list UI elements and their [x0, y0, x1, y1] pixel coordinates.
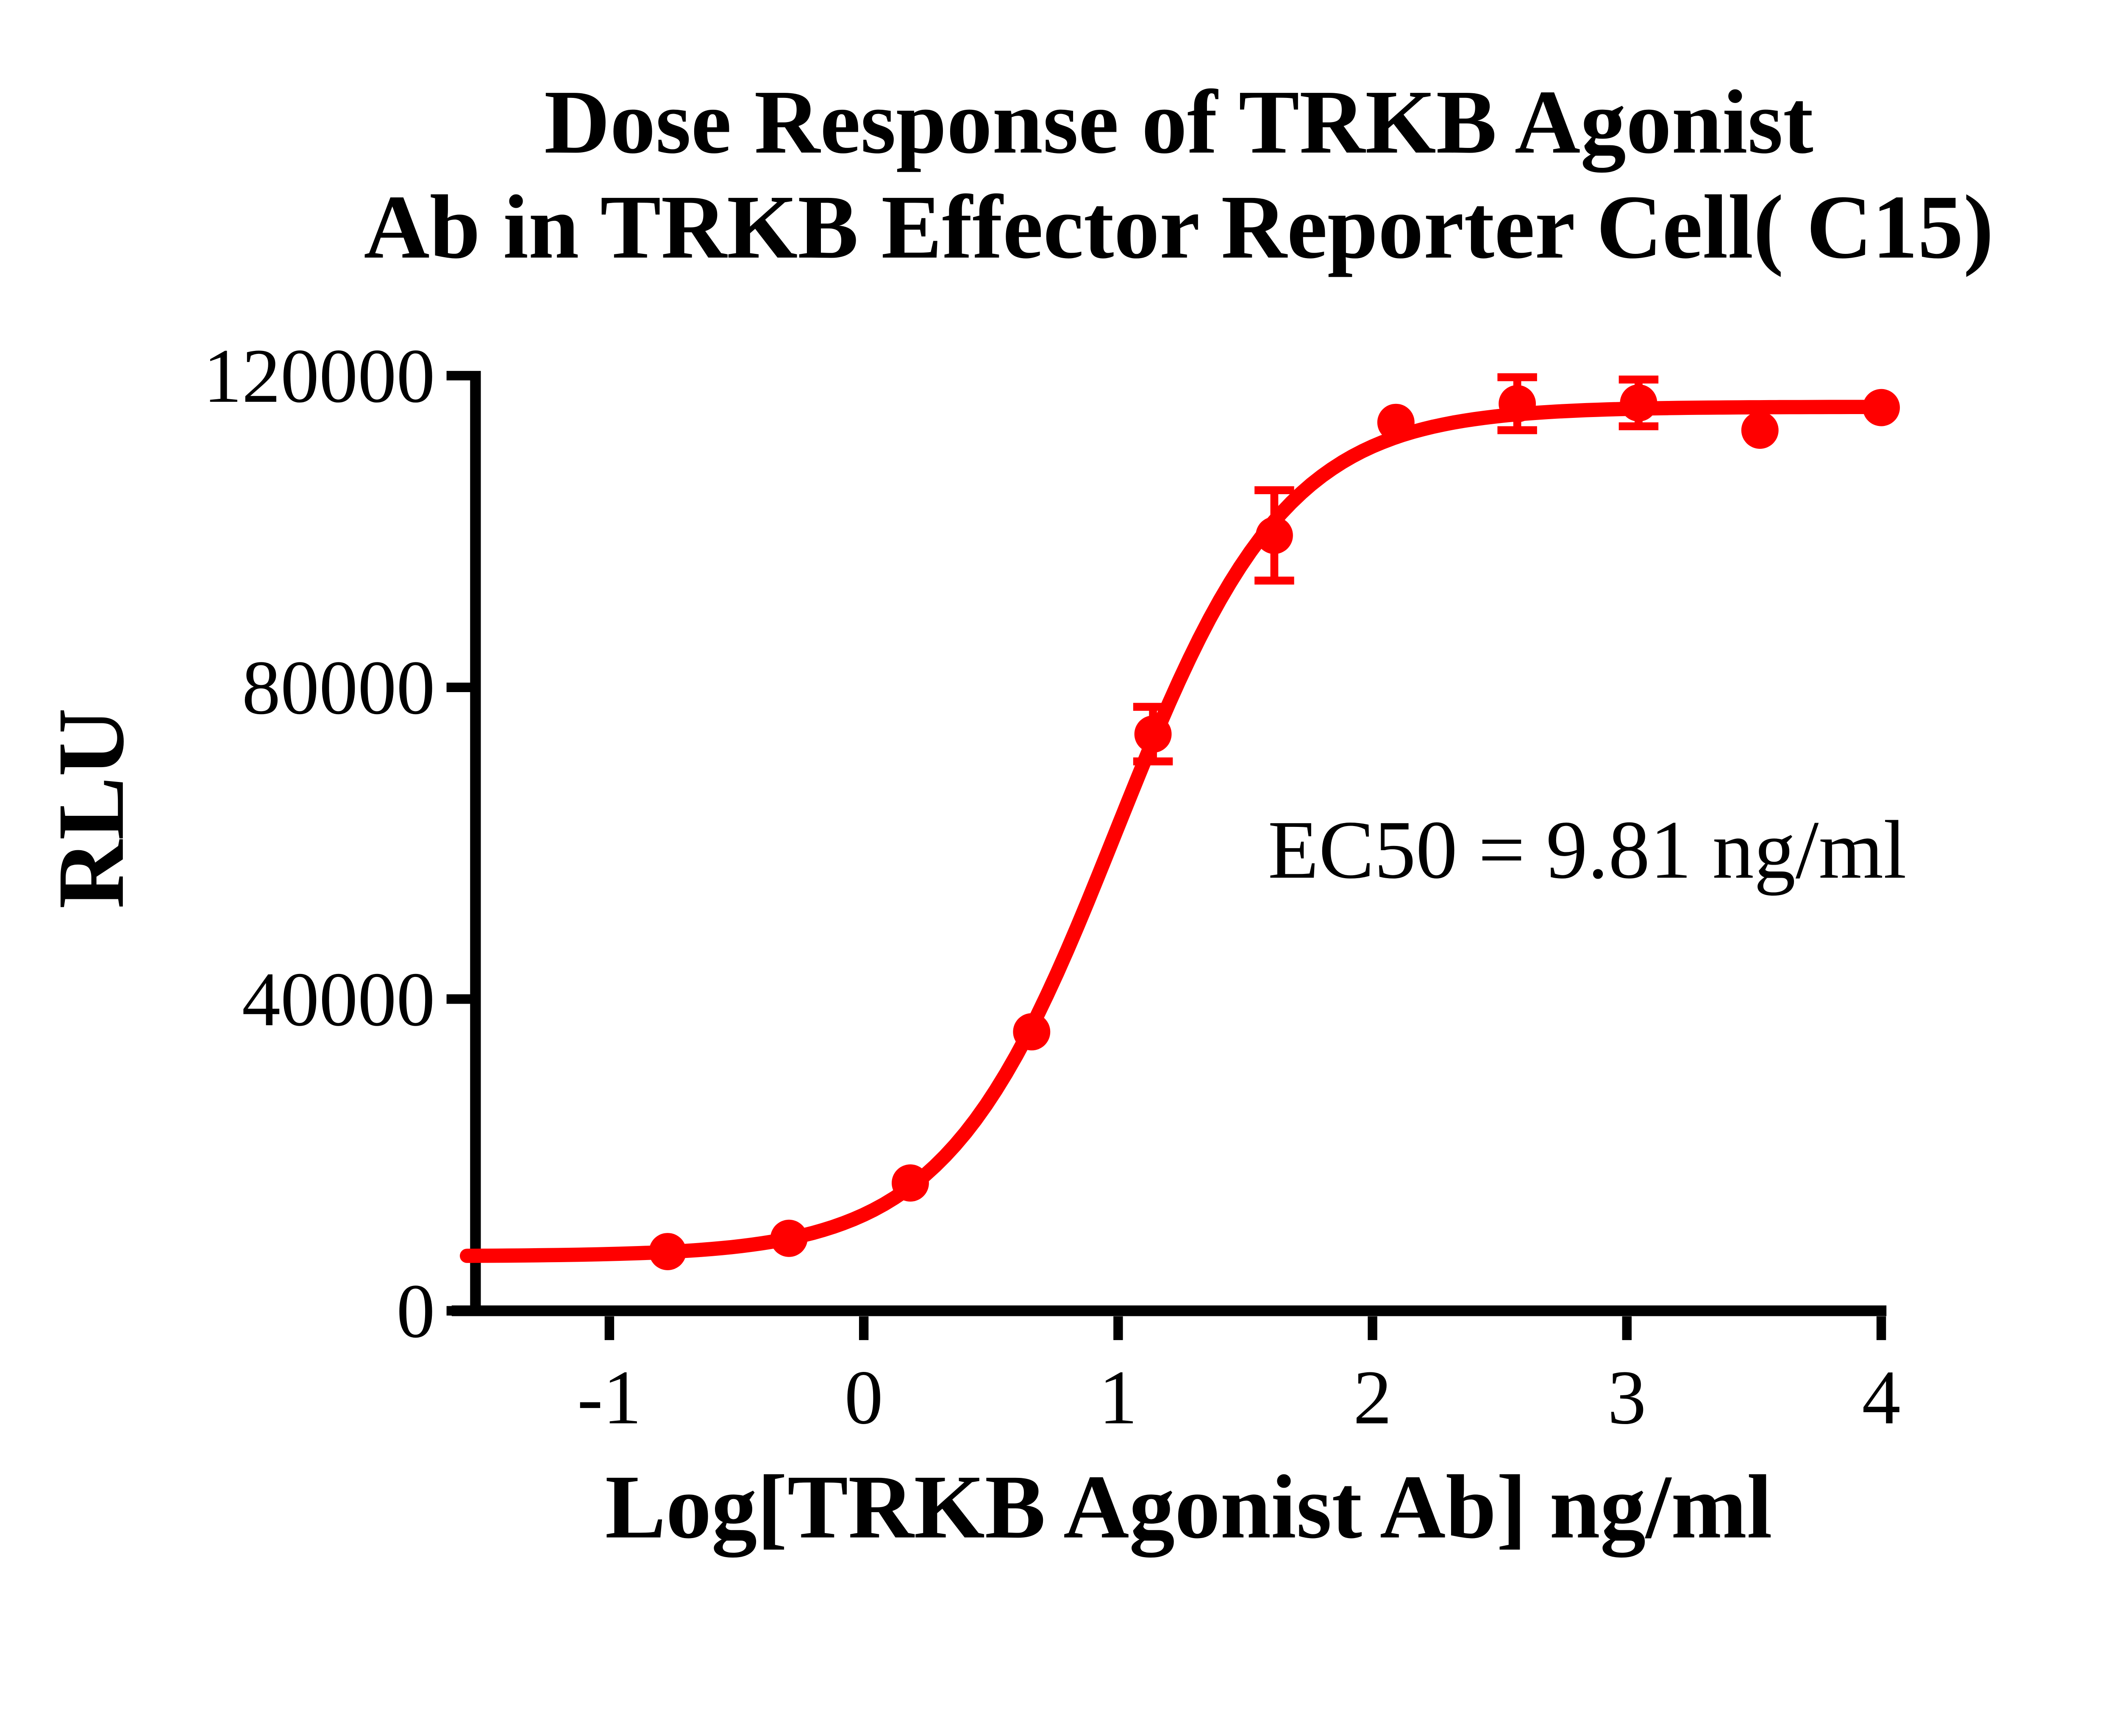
- chart-title-line-2: Ab in TRKB Effector Reporter Cell( C15): [364, 176, 1994, 278]
- x-tick-label-3: 3: [1607, 1355, 1646, 1440]
- data-point: [1134, 715, 1172, 753]
- x-tick-label-4: 4: [1862, 1355, 1900, 1440]
- data-point: [649, 1233, 687, 1270]
- data-point: [1377, 403, 1415, 441]
- y-tick-label-80000: 80000: [242, 645, 435, 730]
- data-series: [459, 373, 1900, 1270]
- data-point: [770, 1219, 808, 1257]
- data-point: [1620, 384, 1657, 422]
- y-tick-label-0: 0: [396, 1269, 435, 1354]
- data-point: [1013, 1013, 1051, 1051]
- data-point: [1741, 412, 1779, 449]
- axes: 0 40000 80000 120000 -1 0 1 2 3 4: [203, 334, 1901, 1440]
- x-tick-label-0: 0: [845, 1355, 883, 1440]
- chart-title-line-1: Dose Response of TRKB Agonist: [544, 71, 1813, 172]
- chart-canvas: Dose Response of TRKB Agonist Ab in TRKB…: [38, 71, 1994, 1558]
- ec50-annotation: EC50 = 9.81 ng/ml: [1268, 804, 1907, 896]
- x-tick-label-1: 1: [1099, 1355, 1137, 1440]
- data-point: [892, 1164, 929, 1202]
- data-point: [1863, 389, 1900, 426]
- y-tick-label-120000: 120000: [203, 334, 435, 419]
- dose-response-chart: Dose Response of TRKB Agonist Ab in TRKB…: [38, 71, 1994, 1558]
- x-tick-label-2: 2: [1353, 1355, 1392, 1440]
- data-point: [1255, 517, 1293, 554]
- data-point: [1499, 385, 1536, 423]
- y-axis-title: RLU: [38, 708, 144, 909]
- x-tick-label--1: -1: [577, 1355, 642, 1440]
- y-tick-label-40000: 40000: [242, 957, 435, 1042]
- x-axis-title: Log[TRKB Agonist Ab] ng/ml: [605, 1456, 1772, 1558]
